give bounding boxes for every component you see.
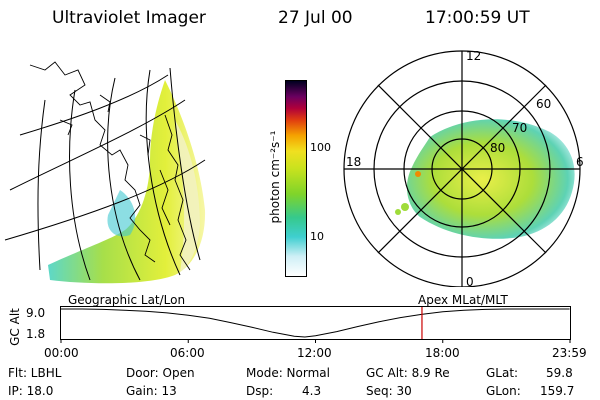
timeline-ticks [60, 340, 571, 343]
time-label: 17:00:59 UT [425, 8, 530, 28]
timeline-ytick-9: 9.0 [26, 306, 46, 320]
polar-label-12: 12 [466, 49, 481, 63]
status-door: Door: Open [126, 366, 195, 380]
instrument-title: Ultraviolet Imager [52, 8, 206, 28]
timeline-xtick-0600: 06:00 [170, 346, 205, 360]
polar-label-0: 0 [466, 275, 474, 287]
timeline-axis-label: GC Alt [7, 308, 22, 346]
geographic-map [4, 61, 206, 284]
coastlines [29, 61, 191, 271]
polar-plot: 12 18 6 0 60 70 80 [343, 49, 584, 287]
latitude-grid [4, 74, 206, 241]
status-mode: Mode: Normal [246, 366, 330, 380]
timeline-ytick-1-8: 1.8 [26, 327, 46, 341]
status-gain: Gain: 13 [126, 384, 177, 398]
colorbar-unit-label: photon cm⁻²s⁻¹ [268, 130, 282, 224]
status-gc-alt: GC Alt: 8.9 Re [366, 366, 450, 380]
altitude-timeline [60, 306, 571, 343]
altitude-curve [61, 308, 570, 338]
polar-label-6: 6 [576, 155, 584, 169]
polar-lat-80: 80 [490, 141, 505, 155]
color-scale-bar [285, 80, 307, 277]
polar-lat-60: 60 [536, 97, 551, 111]
polar-aurora-patch [415, 171, 421, 177]
polar-aurora-patch [401, 203, 409, 211]
status-seq: Seq: 30 [366, 384, 412, 398]
longitude-grid [37, 67, 201, 281]
status-glon-label: GLon: [486, 384, 521, 398]
status-dsp-label: Dsp: [246, 384, 274, 398]
status-glat-label: GLat: [486, 366, 519, 380]
timeline-xtick-0000: 00:00 [44, 346, 79, 360]
polar-lat-70: 70 [512, 121, 527, 135]
timeline-xtick-1200: 12:00 [297, 346, 332, 360]
status-dsp-value: 4.3 [302, 384, 322, 398]
polar-grid [343, 50, 581, 287]
status-ip: IP: 18.0 [8, 384, 54, 398]
status-glat-value: 59.8 [546, 366, 573, 380]
aurora-emission [48, 80, 206, 284]
colorbar-tick-100: 100 [310, 141, 331, 154]
colorbar-tick-10: 10 [310, 230, 324, 243]
status-flt: Flt: LBHL [8, 366, 62, 380]
timeline-frame [60, 306, 571, 340]
date-label: 27 Jul 00 [278, 8, 353, 28]
polar-aurora [395, 119, 575, 239]
polar-aurora-patch [395, 209, 401, 215]
polar-label-18: 18 [346, 155, 361, 169]
timeline-xtick-1800: 18:00 [425, 346, 460, 360]
timeline-xtick-2359: 23:59 [552, 346, 587, 360]
timeline-left-title: Geographic Lat/Lon [68, 293, 186, 307]
timeline-right-title: Apex MLat/MLT [418, 293, 508, 307]
status-glon-value: 159.7 [540, 384, 575, 398]
